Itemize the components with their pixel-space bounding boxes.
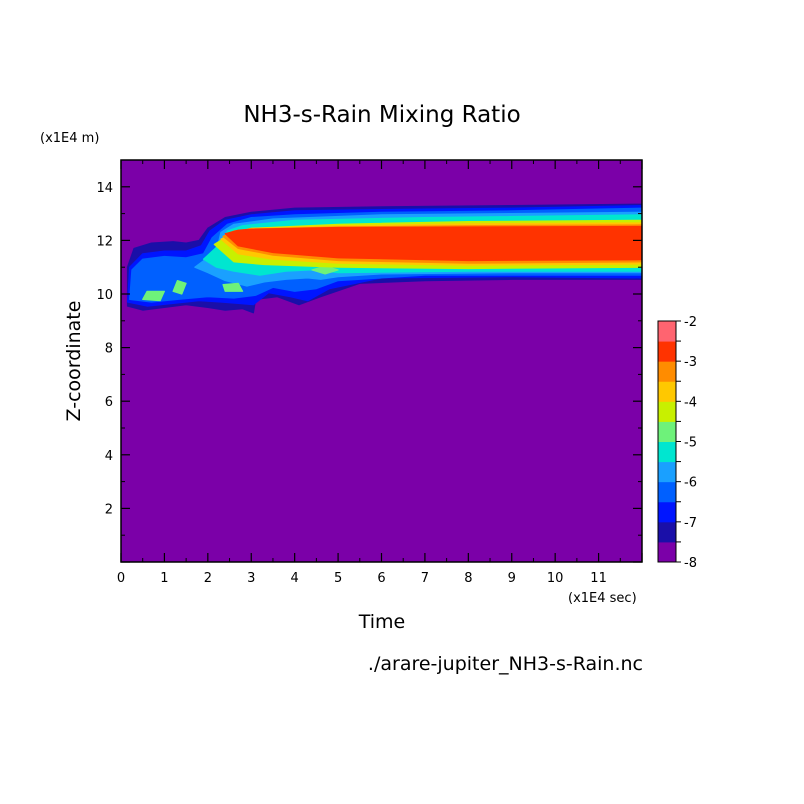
x-tick-label: 3 [247,571,255,586]
colorbar-segment [658,381,676,402]
colorbar-label: -2 [684,315,697,330]
plot-area [121,160,642,562]
colorbar-labels: -8 -7 -6 -5 -4 -3 -2 [684,315,697,571]
x-tick-label: 6 [377,571,385,586]
x-tick-label: 10 [547,571,564,586]
colorbar-label: -3 [684,355,697,370]
colorbar [657,320,681,563]
y-tick-label: 14 [96,181,113,196]
x-unit-label: (x1E4 sec) [568,591,637,606]
x-tick-label: 8 [464,571,472,586]
colorbar-segment [658,441,676,463]
colorbar-segment [658,461,676,483]
heatmap-region [222,282,244,292]
colorbar-label: -4 [684,395,697,410]
heatmap-region [172,280,187,295]
y-tick-labels: 2 4 6 8 10 12 14 [96,181,113,518]
x-tick-label: 7 [421,571,429,586]
y-tick-label: 12 [96,234,113,249]
x-axis-label: Time [358,611,406,633]
axes-ticks [120,160,643,563]
x-tick-label: 1 [160,571,168,586]
colorbar-segment [658,361,676,382]
x-tick-label: 2 [204,571,212,586]
y-tick-label: 6 [105,395,113,410]
colorbar-label: -7 [684,516,697,531]
y-tick-label: 4 [105,449,113,464]
heatmap-region [224,225,642,262]
colorbar-segment [658,321,676,342]
x-tick-label: 9 [508,571,516,586]
colorbar-segment [658,481,676,503]
y-tick-label: 2 [105,502,113,517]
colorbar-segment [658,341,676,362]
chart-title: NH3-s-Rain Mixing Ratio [243,102,520,128]
heatmap-region [311,265,339,275]
x-tick-label: 4 [291,571,299,586]
x-tick-label: 5 [334,571,342,586]
colorbar-segment [658,401,676,422]
y-axis-label: Z-coordinate [63,301,85,422]
x-tick-labels: 0 1 2 3 4 5 6 7 8 9 10 11 [117,571,607,586]
colorbar-label: -6 [684,476,697,491]
x-tick-label: 11 [590,571,607,586]
source-file-label: ./arare-jupiter_NH3-s-Rain.nc [368,653,643,675]
heatmap-region [142,290,165,302]
y-unit-label: (x1E4 m) [40,131,99,146]
colorbar-label: -5 [684,436,697,451]
colorbar-label: -8 [684,556,697,571]
colorbar-segment [658,421,676,442]
x-tick-label: 0 [117,571,125,586]
y-tick-label: 10 [96,288,113,303]
colorbar-segment [658,521,676,543]
colorbar-segment [658,541,676,563]
y-tick-label: 8 [105,342,113,357]
colorbar-segment [658,501,676,523]
